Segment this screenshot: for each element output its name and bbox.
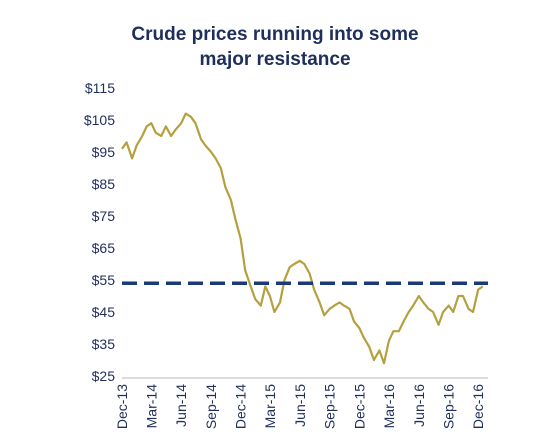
y-tick-label: $85 bbox=[92, 176, 116, 192]
y-tick-label: $65 bbox=[92, 240, 116, 256]
series-layer bbox=[121, 112, 488, 365]
x-tick-label: Sep-14 bbox=[203, 384, 219, 429]
x-tick-label: Mar-14 bbox=[143, 384, 159, 429]
chart-title-line-2: major resistance bbox=[199, 49, 351, 70]
y-axis: $25 $35 $45 $55 $65 $75 $85 $95 $105 $115 bbox=[84, 80, 115, 384]
y-tick-label: $35 bbox=[92, 336, 116, 352]
y-tick-label: $55 bbox=[92, 272, 116, 288]
y-tick-label: $115 bbox=[85, 80, 115, 96]
x-tick-label: Jun-14 bbox=[173, 384, 189, 427]
y-tick-label: $95 bbox=[92, 144, 116, 160]
x-axis: Dec-13 Mar-14 Jun-14 Sep-14 Dec-14 Mar-15 Jun-… bbox=[114, 377, 488, 429]
x-tick-label: Mar-16 bbox=[381, 384, 397, 429]
x-tick-label: Dec-14 bbox=[233, 384, 249, 429]
y-tick-label: $25 bbox=[92, 368, 116, 384]
x-tick-label: Dec-15 bbox=[351, 384, 367, 429]
y-tick-label: $105 bbox=[84, 112, 115, 128]
chart-title: Crude prices running into some major res… bbox=[0, 22, 550, 72]
y-tick-label: $45 bbox=[92, 304, 116, 320]
chart-title-line-1: Crude prices running into some bbox=[131, 24, 419, 45]
x-tick-label: Sep-15 bbox=[322, 384, 338, 429]
x-tick-label: Jun-15 bbox=[292, 384, 308, 427]
y-tick-label: $75 bbox=[92, 208, 116, 224]
x-tick-label: Mar-15 bbox=[262, 384, 278, 429]
x-tick-label: Dec-13 bbox=[114, 384, 130, 429]
x-tick-label: Sep-16 bbox=[441, 384, 457, 429]
crude-price-line bbox=[121, 112, 484, 365]
x-tick-label: Jun-16 bbox=[411, 384, 427, 427]
x-tick-label: Dec-16 bbox=[470, 384, 486, 429]
